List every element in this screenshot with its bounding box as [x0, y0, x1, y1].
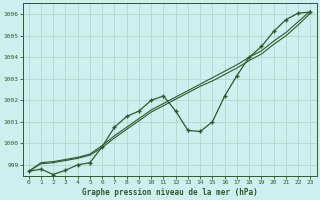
- X-axis label: Graphe pression niveau de la mer (hPa): Graphe pression niveau de la mer (hPa): [82, 188, 258, 197]
